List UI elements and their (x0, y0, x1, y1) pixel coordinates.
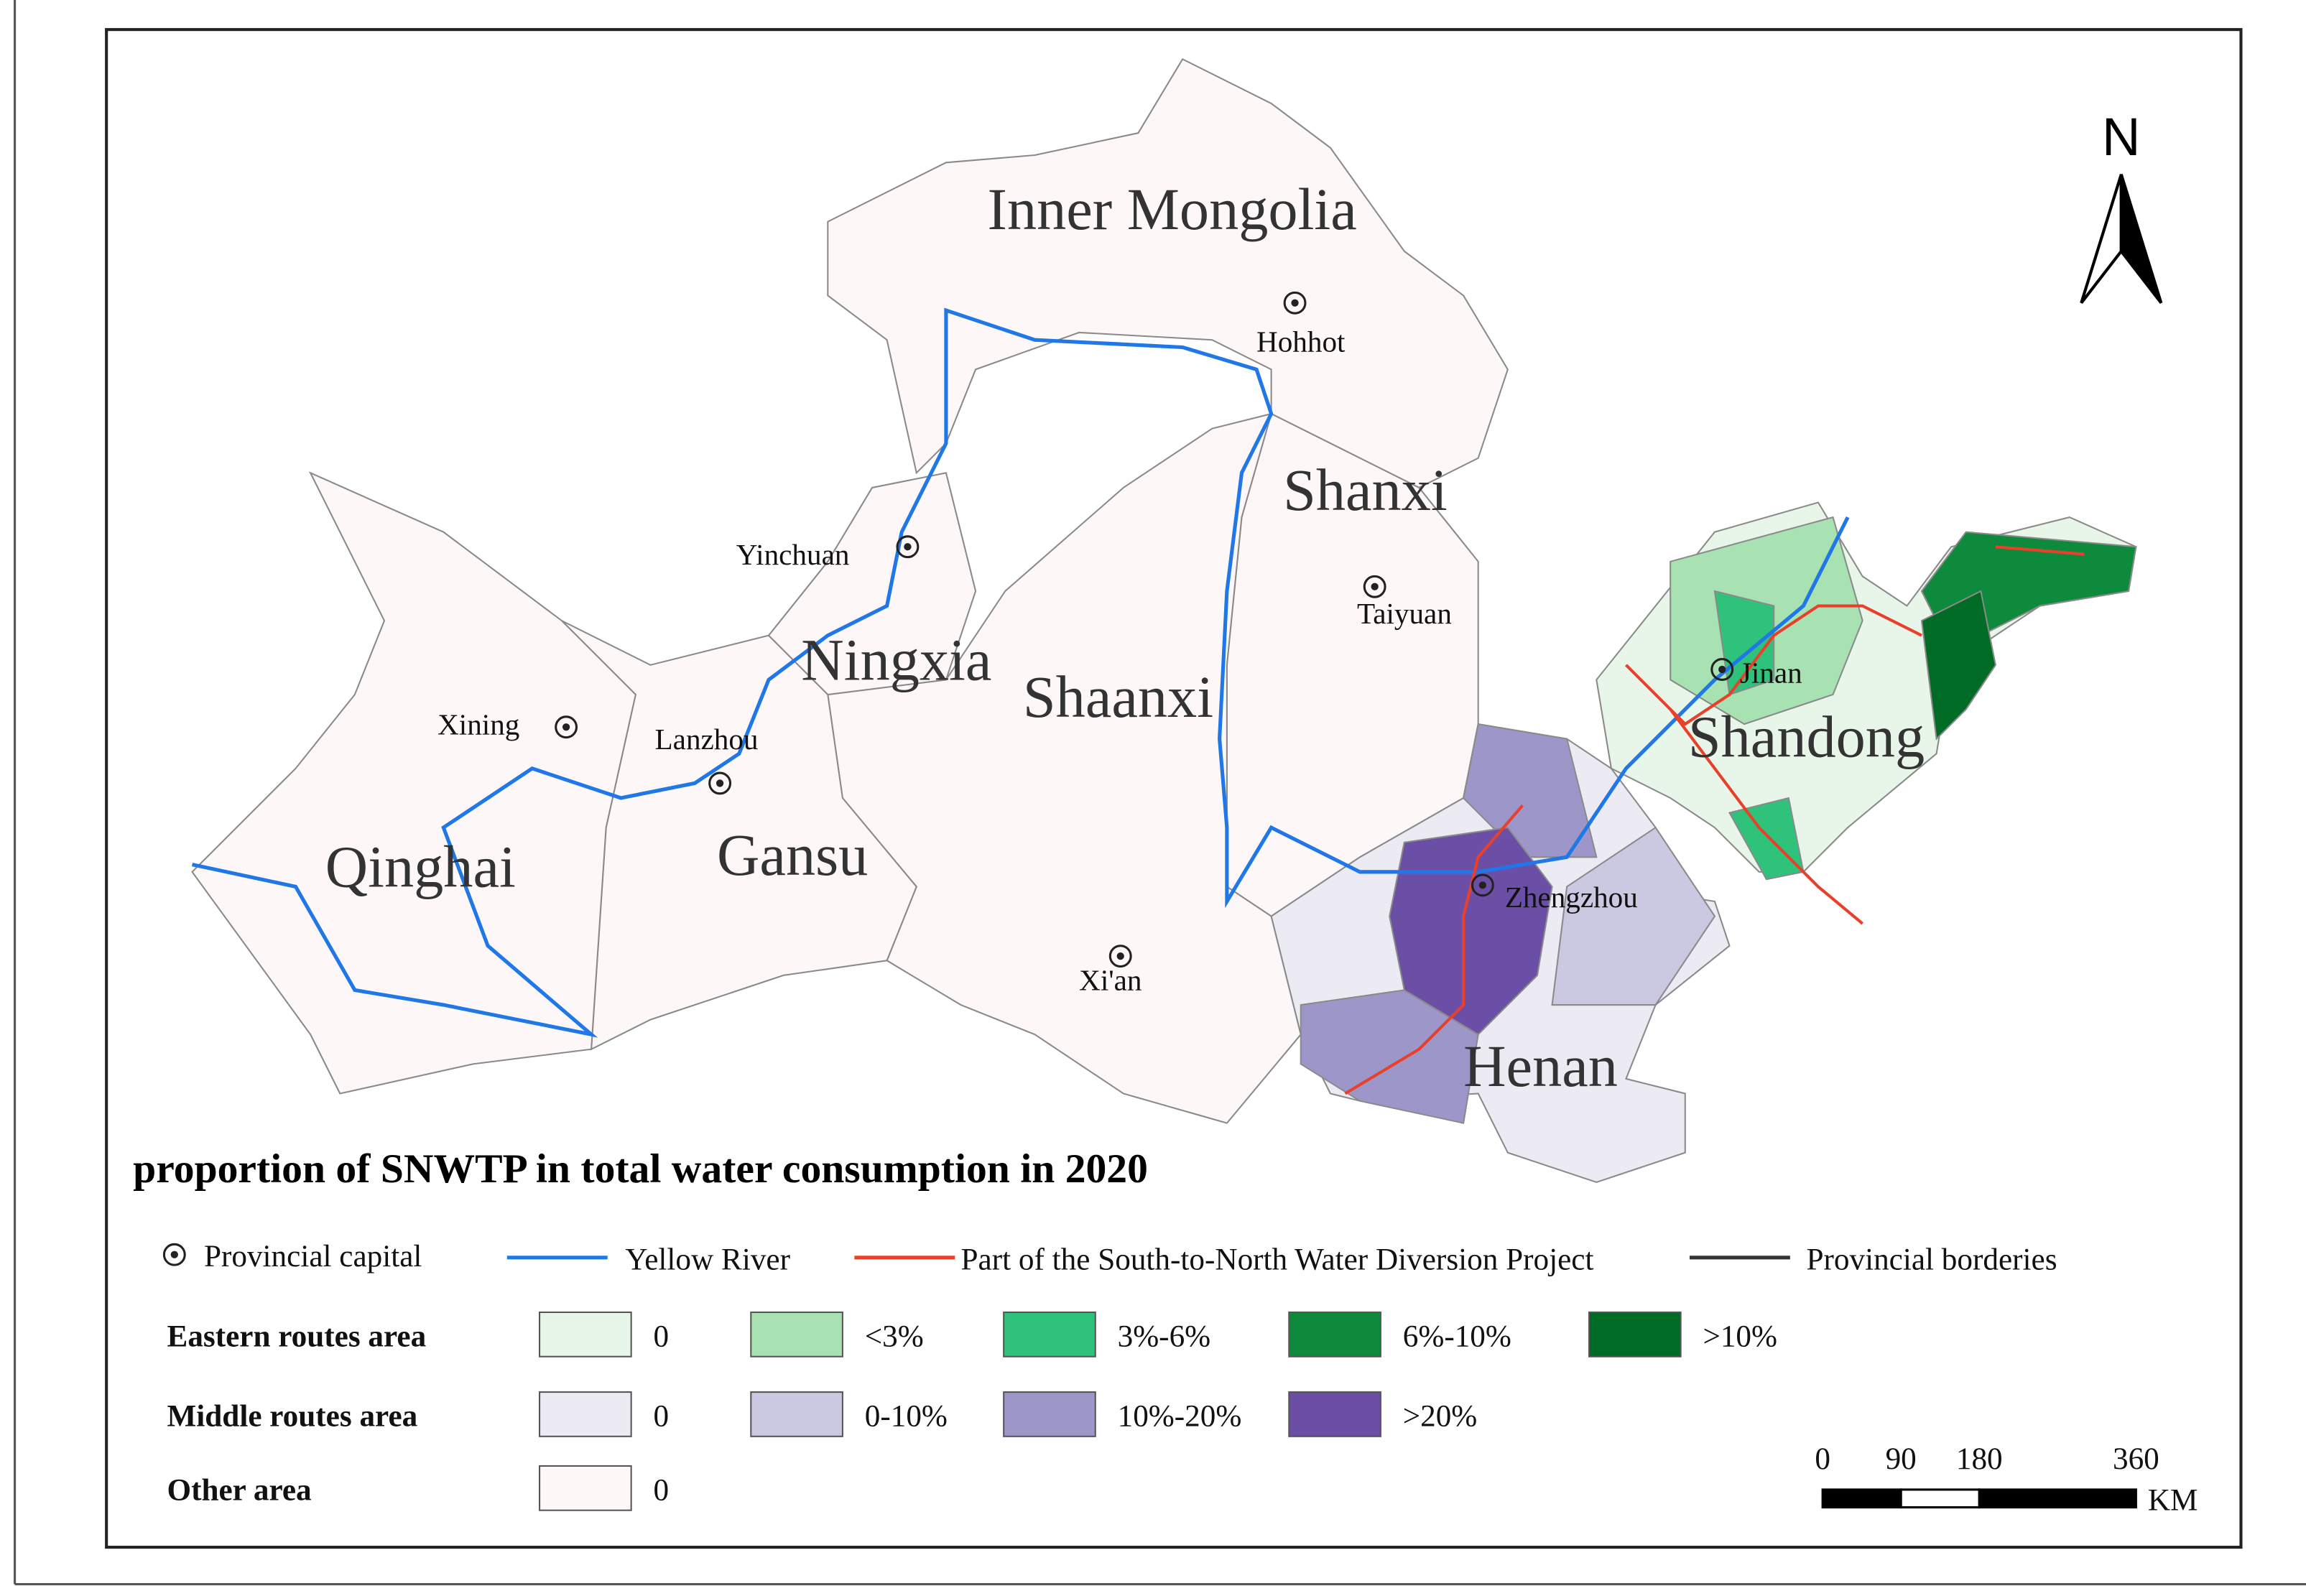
legend-label: 3%-6% (1118, 1319, 1211, 1353)
legend-swatch (539, 1391, 632, 1437)
capital-label: Taiyuan (1357, 597, 1452, 630)
legend-title: proportion of SNWTP in total water consu… (133, 1146, 1148, 1192)
capital-symbol (562, 723, 570, 731)
district (1920, 590, 1996, 741)
province-label: Ningxia (801, 627, 991, 692)
capital-label: Zhengzhou (1505, 881, 1638, 914)
north-arrow (2119, 174, 2163, 305)
scale-tick-label: 90 (1886, 1442, 1917, 1476)
legend-label: 0 (654, 1319, 670, 1353)
scale-segment (1821, 1488, 1902, 1509)
capital-symbol (1371, 583, 1379, 590)
legend-row-label: Other area (167, 1473, 312, 1507)
capital-symbol (1363, 575, 1386, 598)
legend-label: 6%-10% (1403, 1319, 1511, 1353)
legend-label: Provincial capital (204, 1240, 422, 1273)
scale-unit: KM (2148, 1484, 2198, 1518)
legend-swatch (750, 1311, 843, 1358)
capital-symbol (1710, 658, 1734, 681)
legend-label: Part of the South-to-North Water Diversi… (961, 1243, 1594, 1276)
legend-row-label: Middle routes area (167, 1399, 418, 1433)
province-label: Shaanxi (1023, 664, 1213, 730)
capital-symbol (1471, 873, 1494, 897)
province-label: Henan (1463, 1034, 1618, 1099)
province-labels: Inner Mongolia Shanxi Ningxia Shaanxi Qi… (325, 177, 1925, 1099)
legend-swatch (1003, 1311, 1096, 1358)
legend-label: >10% (1703, 1319, 1777, 1353)
north-label: N (2102, 107, 2141, 167)
capital-symbol (555, 715, 578, 739)
capital-symbol (1291, 299, 1299, 307)
capital-label: Hohhot (1256, 325, 1346, 358)
legend-label: 0-10% (865, 1399, 948, 1433)
legend-label: Yellow River (625, 1243, 790, 1276)
province-label: Inner Mongolia (988, 177, 1357, 242)
scale-tick-label: 360 (2113, 1442, 2159, 1476)
scale-segment (1978, 1488, 2137, 1509)
legend-swatch (1288, 1391, 1381, 1437)
district (1389, 827, 1553, 1036)
capital-symbol (708, 771, 732, 795)
scale-segment (1899, 1488, 1981, 1509)
diversion-route (1344, 804, 1524, 1095)
province-label: Shandong (1688, 704, 1925, 769)
capital-label: Xi'an (1079, 963, 1142, 996)
scale-tick-label: 180 (1956, 1442, 2003, 1476)
diversion-route (1995, 545, 2085, 556)
capital-label: Lanzhou (655, 723, 759, 756)
capital-symbol (1108, 945, 1132, 968)
legend-swatch (539, 1311, 632, 1358)
capital-symbol (162, 1243, 186, 1266)
legend-swatch (539, 1465, 632, 1511)
diversion-route (1625, 604, 1922, 925)
legend-swatch (750, 1391, 843, 1437)
legend-swatch (1288, 1311, 1381, 1358)
scale-bar: 0 90 180 360 KM (1815, 1442, 2198, 1518)
capital-symbol (1478, 881, 1487, 889)
capital-label: Jinan (1740, 657, 1802, 690)
legend-label: 0 (654, 1473, 670, 1507)
scale-tick-label: 0 (1815, 1442, 1830, 1476)
legend-label: Provincial borderies (1807, 1243, 2057, 1276)
legend: Provincial capital Yellow River Part of th… (162, 1240, 2057, 1511)
legend-label: 10%-20% (1118, 1399, 1242, 1433)
legend-label: <3% (865, 1319, 924, 1353)
capital-symbol (716, 779, 724, 787)
province-label: Gansu (717, 822, 868, 888)
legend-row-label: Eastern routes area (167, 1319, 427, 1353)
capitals: Hohhot Yinchuan Taiyuan Jinan Xining Lanzhou Z… (437, 291, 1802, 996)
district (1551, 826, 1716, 1006)
capital-label: Xining (437, 708, 519, 741)
legend-swatch (1588, 1311, 1682, 1358)
legend-swatch (1003, 1391, 1096, 1437)
capital-symbol (896, 535, 920, 559)
capital-symbol (1283, 291, 1307, 315)
yellow-river (191, 307, 1850, 1038)
capital-label: Yinchuan (736, 538, 850, 571)
capital-symbol (1718, 665, 1726, 674)
capital-symbol (1116, 952, 1124, 960)
capital-symbol (170, 1251, 178, 1258)
province-label: Shanxi (1283, 458, 1448, 523)
legend-label: 0 (654, 1399, 670, 1433)
capital-symbol (904, 543, 912, 551)
province (191, 471, 636, 1095)
province-label: Qinghai (325, 834, 516, 899)
legend-label: >20% (1403, 1399, 1478, 1433)
